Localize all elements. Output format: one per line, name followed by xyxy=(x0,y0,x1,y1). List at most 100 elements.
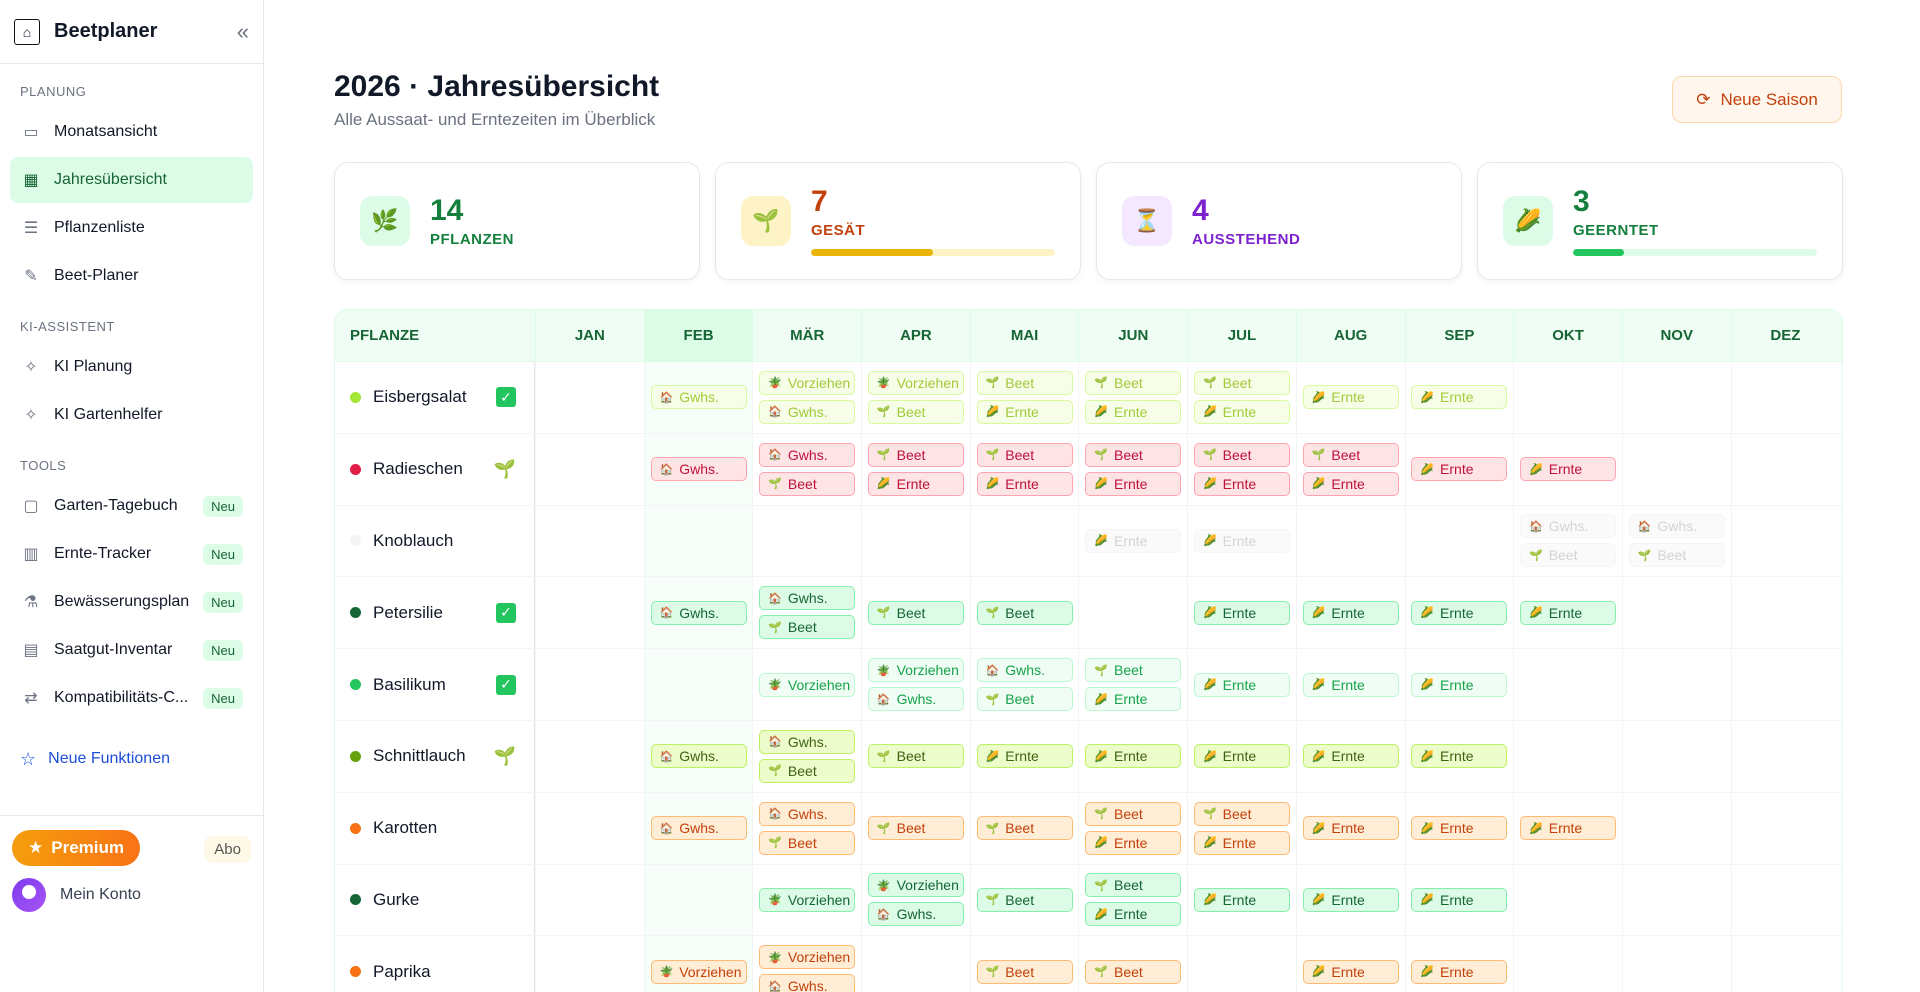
schedule-chip[interactable]: 🌽 Ernte xyxy=(1193,887,1290,912)
schedule-chip[interactable]: 🌱 Beet xyxy=(1193,801,1290,826)
checkbox-checked-icon[interactable]: ✓ xyxy=(496,602,516,623)
schedule-chip[interactable]: 🌽 Ernte xyxy=(867,471,964,496)
schedule-chip[interactable]: 🪴 Vorziehen xyxy=(759,370,856,395)
schedule-chip[interactable]: 🌽 Ernte xyxy=(1520,457,1617,482)
sidebar-item-kompatibilitäts-c-[interactable]: ⇄ Kompatibilitäts-C... Neu xyxy=(10,675,253,721)
schedule-chip[interactable]: 🌱 Beet xyxy=(976,600,1073,625)
schedule-chip[interactable]: 🏠 Gwhs. xyxy=(867,687,964,712)
schedule-chip[interactable]: 🌱 Beet xyxy=(867,600,964,625)
schedule-chip[interactable]: 🌽 Ernte xyxy=(1520,600,1617,625)
schedule-chip[interactable]: 🌽 Ernte xyxy=(1085,687,1182,712)
schedule-chip[interactable]: 🌱 Beet xyxy=(1302,442,1399,467)
schedule-chip[interactable]: 🌱 Beet xyxy=(759,830,856,855)
schedule-chip[interactable]: 🌽 Ernte xyxy=(1411,816,1508,841)
schedule-chip[interactable]: 🌽 Ernte xyxy=(1085,471,1182,496)
schedule-chip[interactable]: 🏠 Gwhs. xyxy=(650,385,747,410)
schedule-chip[interactable]: 🪴 Vorziehen xyxy=(867,658,964,683)
schedule-chip[interactable]: 🌱 Beet xyxy=(759,471,856,496)
schedule-chip[interactable]: 🌽 Ernte xyxy=(1193,744,1290,769)
plant-cell[interactable]: Eisbergsalat ✓ xyxy=(335,362,535,433)
schedule-chip[interactable]: 🌱 Beet xyxy=(1085,442,1182,467)
sidebar-item-garten-tagebuch[interactable]: ▢ Garten-Tagebuch Neu xyxy=(10,483,253,529)
schedule-chip[interactable]: 🌽 Ernte xyxy=(1302,959,1399,984)
new-season-button[interactable]: ⟳ Neue Saison xyxy=(1672,76,1842,123)
schedule-chip[interactable]: 🌽 Ernte xyxy=(1193,399,1290,424)
schedule-chip[interactable]: 🌽 Ernte xyxy=(976,744,1073,769)
schedule-chip[interactable]: 🏠 Gwhs. xyxy=(759,974,856,992)
sidebar-item-beet-planer[interactable]: ✎ Beet-Planer xyxy=(10,253,253,299)
checkbox-checked-icon[interactable]: ✓ xyxy=(496,674,516,695)
schedule-chip[interactable]: 🪴 Vorziehen xyxy=(867,873,964,898)
schedule-chip[interactable]: 🌽 Ernte xyxy=(1193,672,1290,697)
schedule-chip[interactable]: 🌽 Ernte xyxy=(1085,830,1182,855)
plant-cell[interactable]: Karotten xyxy=(335,792,535,864)
schedule-chip[interactable]: 🌱 Beet xyxy=(1085,873,1182,898)
schedule-chip[interactable]: 🌱 Beet xyxy=(976,687,1073,712)
schedule-chip[interactable]: 🌱 Beet xyxy=(867,442,964,467)
schedule-chip[interactable]: 🪴 Vorziehen xyxy=(867,370,964,395)
schedule-chip[interactable]: 🏠 Gwhs. xyxy=(650,457,747,482)
schedule-chip[interactable]: 🏠 Gwhs. xyxy=(759,442,856,467)
schedule-chip[interactable]: 🌽 Ernte xyxy=(1302,744,1399,769)
plant-cell[interactable]: Gurke xyxy=(335,864,535,936)
sidebar-item-saatgut-inventar[interactable]: ▤ Saatgut-Inventar Neu xyxy=(10,627,253,673)
abo-badge[interactable]: Abo xyxy=(204,836,251,863)
schedule-chip[interactable]: 🏠 Gwhs. xyxy=(976,658,1073,683)
collapse-sidebar-icon[interactable]: « xyxy=(236,18,249,44)
schedule-chip[interactable]: 🌱 Beet xyxy=(759,758,856,783)
schedule-chip[interactable]: 🌱 Beet xyxy=(1520,543,1617,568)
schedule-chip[interactable]: 🌽 Ernte xyxy=(1411,385,1508,410)
schedule-chip[interactable]: 🌱 Beet xyxy=(1193,370,1290,395)
schedule-chip[interactable]: 🌽 Ernte xyxy=(1520,816,1617,841)
schedule-chip[interactable]: 🌽 Ernte xyxy=(976,399,1073,424)
schedule-chip[interactable]: 🌱 Beet xyxy=(1193,442,1290,467)
schedule-chip[interactable]: 🌱 Beet xyxy=(1085,959,1182,984)
schedule-chip[interactable]: 🏠 Gwhs. xyxy=(759,729,856,754)
schedule-chip[interactable]: 🌽 Ernte xyxy=(1193,600,1290,625)
sidebar-item-jahresübersicht[interactable]: ▦ Jahresübersicht xyxy=(10,157,253,203)
schedule-chip[interactable]: 🌽 Ernte xyxy=(1302,887,1399,912)
schedule-chip[interactable]: 🌱 Beet xyxy=(1628,543,1725,568)
schedule-chip[interactable]: 🏠 Gwhs. xyxy=(759,399,856,424)
sidebar-item-bewässerungsplan[interactable]: ⚗ Bewässerungsplan Neu xyxy=(10,579,253,625)
schedule-chip[interactable]: 🌽 Ernte xyxy=(1193,830,1290,855)
schedule-chip[interactable]: 🪴 Vorziehen xyxy=(759,945,856,970)
schedule-chip[interactable]: 🌽 Ernte xyxy=(1411,600,1508,625)
sidebar-item-ki-planung[interactable]: ✧ KI Planung xyxy=(10,344,253,390)
premium-button[interactable]: ★ Premium xyxy=(12,830,140,866)
schedule-chip[interactable]: 🌱 Beet xyxy=(976,887,1073,912)
new-features-link[interactable]: ☆ Neue Funktionen xyxy=(0,739,263,779)
schedule-chip[interactable]: 🌽 Ernte xyxy=(1411,672,1508,697)
schedule-chip[interactable]: 🌽 Ernte xyxy=(1302,816,1399,841)
plant-cell[interactable]: Knoblauch xyxy=(335,505,535,577)
schedule-chip[interactable]: 🌽 Ernte xyxy=(1411,959,1508,984)
schedule-chip[interactable]: 🏠 Gwhs. xyxy=(650,816,747,841)
schedule-chip[interactable]: 🪴 Vorziehen xyxy=(759,887,856,912)
account-link[interactable]: Mein Konto xyxy=(12,878,251,912)
schedule-chip[interactable]: 🌽 Ernte xyxy=(976,471,1073,496)
schedule-chip[interactable]: 🏠 Gwhs. xyxy=(759,586,856,611)
schedule-chip[interactable]: 🌱 Beet xyxy=(1085,370,1182,395)
schedule-chip[interactable]: 🌱 Beet xyxy=(1085,658,1182,683)
schedule-chip[interactable]: 🌽 Ernte xyxy=(1085,902,1182,927)
schedule-chip[interactable]: 🌱 Beet xyxy=(976,370,1073,395)
plant-cell[interactable]: Petersilie ✓ xyxy=(335,577,535,649)
schedule-chip[interactable]: 🌽 Ernte xyxy=(1411,457,1508,482)
schedule-chip[interactable]: 🌱 Beet xyxy=(867,399,964,424)
schedule-chip[interactable]: 🪴 Vorziehen xyxy=(759,672,856,697)
schedule-chip[interactable]: 🏠 Gwhs. xyxy=(867,902,964,927)
sidebar-item-monatsansicht[interactable]: ▭ Monatsansicht xyxy=(10,109,253,155)
checkbox-checked-icon[interactable]: ✓ xyxy=(496,387,516,408)
schedule-chip[interactable]: 🪴 Vorziehen xyxy=(650,959,747,984)
schedule-chip[interactable]: 🌱 Beet xyxy=(759,615,856,640)
schedule-chip[interactable]: 🌽 Ernte xyxy=(1411,744,1508,769)
schedule-chip[interactable]: 🌽 Ernte xyxy=(1302,672,1399,697)
schedule-chip[interactable]: 🌽 Ernte xyxy=(1085,528,1182,553)
schedule-chip[interactable]: 🌽 Ernte xyxy=(1302,385,1399,410)
schedule-chip[interactable]: 🌱 Beet xyxy=(867,816,964,841)
schedule-chip[interactable]: 🌽 Ernte xyxy=(1193,471,1290,496)
schedule-chip[interactable]: 🌽 Ernte xyxy=(1085,744,1182,769)
schedule-chip[interactable]: 🌽 Ernte xyxy=(1411,887,1508,912)
plant-cell[interactable]: Schnittlauch 🌱 xyxy=(335,720,535,792)
schedule-chip[interactable]: 🌱 Beet xyxy=(976,816,1073,841)
